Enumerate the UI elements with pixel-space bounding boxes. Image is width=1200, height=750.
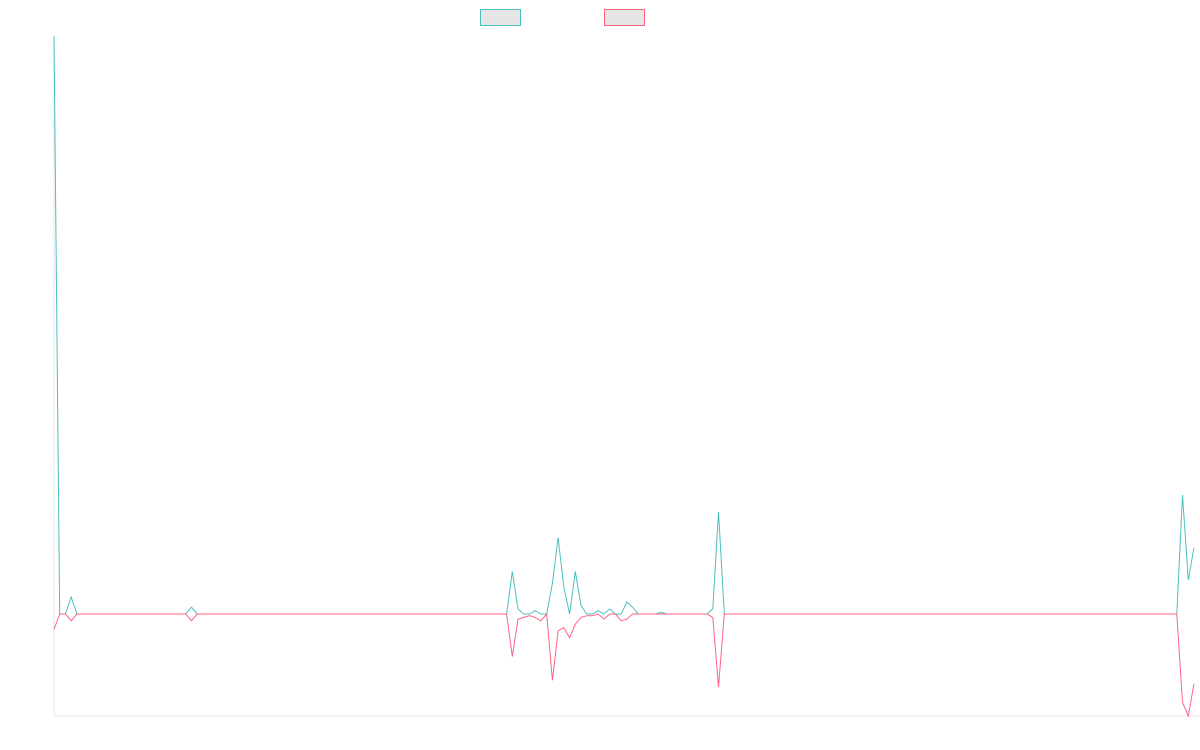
- plot-area: [53, 35, 1195, 718]
- axes: [53, 36, 1200, 717]
- legend: [480, 9, 645, 26]
- legend-swatch-a[interactable]: [480, 9, 521, 26]
- series-line-a: [53, 35, 1195, 615]
- legend-swatch-b[interactable]: [604, 9, 645, 26]
- series-line-b: [53, 612, 1195, 718]
